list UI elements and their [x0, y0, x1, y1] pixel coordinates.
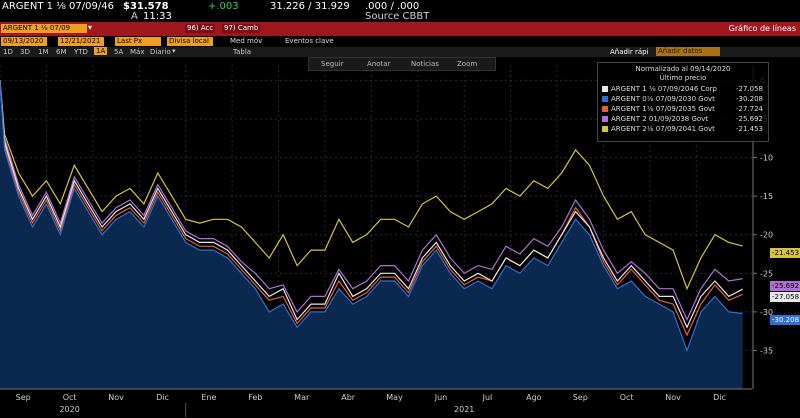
- legend-series-value: -25.692: [735, 115, 763, 123]
- legend-series-name: ARGENT 0⅛ 07/09/2030 Govt: [611, 95, 715, 103]
- x-tick-label: Jun: [434, 393, 448, 402]
- start-date-field[interactable]: 09/13/2020: [1, 37, 47, 46]
- source-label: Source CBBT: [365, 11, 430, 22]
- x-tick-label: Ene: [201, 393, 216, 402]
- security-field[interactable]: ARGENT 1 ⅛ 07/09: [1, 24, 87, 33]
- chart-title: Gráfico de líneas: [728, 24, 796, 33]
- y-tick-label: -15: [760, 192, 773, 201]
- area-fill: [0, 80, 743, 390]
- last-price: $31.578: [123, 1, 169, 12]
- last-value-tag-gold: -21.453: [770, 248, 800, 258]
- bid-ask: 31.226 / 31.929: [270, 1, 350, 12]
- x-tick-label: Abr: [341, 393, 356, 402]
- legend-item[interactable]: ARGENT 0⅛ 07/09/2030 Govt -30.208: [602, 95, 766, 104]
- news-button[interactable]: Noticias: [411, 60, 439, 68]
- end-date-field[interactable]: 12/21/2021: [58, 37, 104, 46]
- period-bar: 1D 3D 1M 6M YTD 1A 5A Máx Diario ▾ Tabla…: [0, 47, 800, 57]
- legend-swatch: [602, 86, 608, 92]
- add-data-field[interactable]: Añadir datos: [656, 47, 720, 56]
- period-6m[interactable]: 6M: [56, 48, 67, 56]
- series-line-4: [0, 80, 743, 322]
- add-label[interactable]: Añadir rápi: [610, 48, 649, 56]
- legend-subtitle: Último precio: [659, 74, 707, 82]
- follow-button[interactable]: Seguir: [321, 60, 344, 68]
- x-tick-label: Dic: [713, 393, 726, 402]
- function-toolbar: ARGENT 1 ⅛ 07/09 ▾ 96) Acc 97) Camb Gráf…: [0, 22, 800, 36]
- quote-time: 11:33: [143, 11, 172, 22]
- legend-series-name: ARGENT 2⅛ 07/09/2041 Govt: [611, 125, 715, 133]
- settings-row: 09/13/2020 12/21/2021 Last Px Divisa loc…: [0, 36, 800, 47]
- legend-item[interactable]: ARGENT 2 01/09/2038 Govt -25.692: [602, 115, 766, 124]
- legend-swatch: [602, 126, 608, 132]
- currency-field[interactable]: Divisa local: [167, 37, 213, 46]
- chart-tools: Seguir Anotar Noticias Zoom: [308, 57, 496, 71]
- series-line-3: [0, 80, 743, 337]
- y-tick-label: -20: [760, 231, 773, 240]
- change-menu[interactable]: 97) Camb: [222, 24, 261, 33]
- x-tick-label: Mar: [294, 393, 310, 402]
- x-tick-label: Nov: [665, 393, 681, 402]
- period-ytd[interactable]: YTD: [74, 48, 88, 56]
- x-tick-label: Dic: [156, 393, 169, 402]
- zoom-button[interactable]: Zoom: [457, 60, 478, 68]
- x-tick-label: Feb: [248, 393, 262, 402]
- x-tick-label: Jul: [482, 393, 493, 402]
- price-change: +.003: [208, 1, 239, 12]
- moving-avg-toggle[interactable]: Med móv: [230, 37, 263, 45]
- x-tick-label: Ago: [526, 393, 542, 402]
- y-tick-label: -10: [760, 154, 773, 163]
- actions-menu[interactable]: 96) Acc: [185, 24, 216, 33]
- legend-series-name: ARGENT 2 01/09/2038 Govt: [611, 115, 709, 123]
- y-tick-label: -35: [760, 346, 773, 355]
- period-max[interactable]: Máx: [130, 48, 145, 56]
- quote-header: ARGENT 1 ⅛ 07/09/46 $31.578 +.003 31.226…: [0, 0, 800, 22]
- y-tick-label: -25: [760, 269, 773, 278]
- y-tick-label: -30: [760, 308, 773, 317]
- key-events-toggle[interactable]: Eventos clave: [285, 37, 334, 45]
- legend-series-value: -27.724: [735, 105, 763, 113]
- legend-item[interactable]: ARGENT 1 ⅛ 07/09/2046 Corp -27.058: [602, 85, 766, 94]
- spread: .000 / .000: [365, 1, 420, 12]
- legend-series-value: -21.453: [735, 125, 763, 133]
- last-value-tag-purple: -25.692: [770, 281, 800, 291]
- line-chart: 0-5-10-15-20-25-30-35SepOctNovDicEneFebM…: [0, 65, 773, 417]
- legend-series-name: ARGENT 1 ⅛ 07/09/2046 Corp: [611, 85, 717, 93]
- period-1m[interactable]: 1M: [38, 48, 49, 56]
- table-button[interactable]: Tabla: [233, 48, 252, 56]
- last-value-tag-white: -27.058: [770, 292, 800, 302]
- period-1a[interactable]: 1A: [94, 47, 108, 55]
- legend-swatch: [602, 96, 608, 102]
- series-line-1: [0, 80, 743, 329]
- legend-swatch: [602, 116, 608, 122]
- period-5a[interactable]: 5A: [114, 48, 124, 56]
- legend-series-value: -30.208: [735, 95, 763, 103]
- price-field[interactable]: Last Px: [115, 37, 161, 46]
- period-3d[interactable]: 3D: [20, 48, 30, 56]
- x-tick-label: Sep: [573, 393, 588, 402]
- time-prefix: A: [131, 11, 138, 22]
- x-tick-label: Sep: [16, 393, 31, 402]
- last-value-tag-blue: -30.208: [770, 315, 800, 325]
- x-year-label: 2021: [454, 405, 474, 414]
- period-1d[interactable]: 1D: [3, 48, 13, 56]
- annotate-button[interactable]: Anotar: [367, 60, 391, 68]
- chart-legend: Normalizado al 09/14/2020 Último precio …: [597, 62, 769, 142]
- x-tick-label: May: [386, 393, 403, 402]
- x-year-label: 2020: [59, 405, 79, 414]
- legend-title: Normalizado al 09/14/2020: [635, 65, 731, 73]
- dropdown-icon[interactable]: ▾: [88, 23, 93, 32]
- ticker-label: ARGENT 1 ⅛ 07/09/46: [2, 1, 114, 12]
- legend-item[interactable]: ARGENT 1⅛ 07/09/2035 Govt -27.724: [602, 105, 766, 114]
- x-tick-label: Oct: [620, 393, 634, 402]
- legend-item[interactable]: ARGENT 2⅛ 07/09/2041 Govt -21.453: [602, 125, 766, 134]
- frequency-select[interactable]: Diario: [150, 48, 171, 56]
- series-line-2: [0, 80, 743, 353]
- legend-swatch: [602, 106, 608, 112]
- x-tick-label: Oct: [63, 393, 77, 402]
- legend-series-value: -27.058: [735, 85, 763, 93]
- x-tick-label: Nov: [108, 393, 124, 402]
- chevron-down-icon[interactable]: ▾: [172, 47, 176, 55]
- legend-series-name: ARGENT 1⅛ 07/09/2035 Govt: [611, 105, 715, 113]
- series-line-5: [0, 80, 743, 291]
